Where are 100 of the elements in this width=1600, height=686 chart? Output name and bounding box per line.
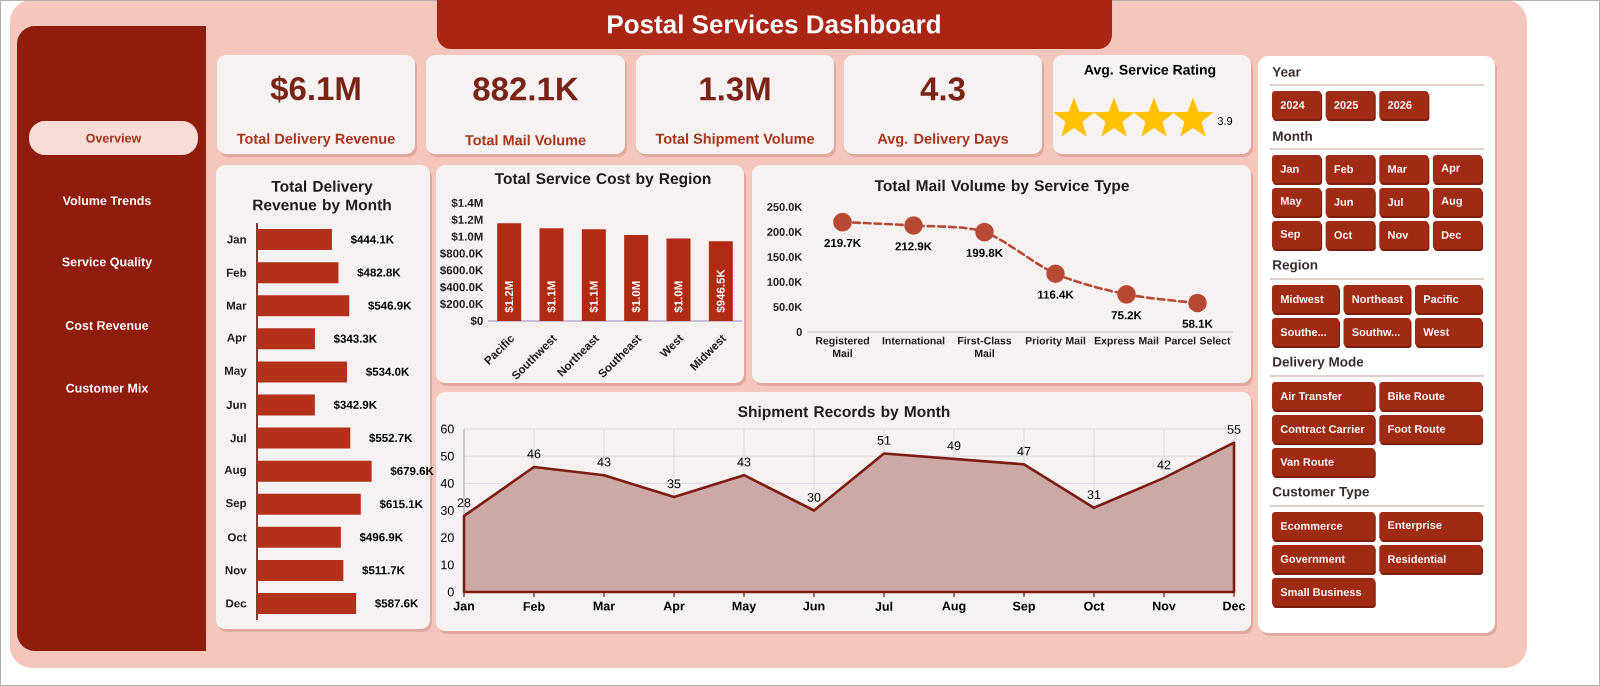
y-tick-label: $0 [470,316,483,326]
point [1188,293,1207,313]
text: Jul [1387,197,1403,207]
data-label: 75.2K [1111,311,1142,320]
data-label: $534.0K [365,367,410,377]
text: Nov [1388,231,1409,239]
text: Aug [1441,197,1462,207]
text: Air Transfer [1280,391,1342,401]
y-tick-label: 100.0K [767,278,803,286]
text: Residential [1388,554,1446,564]
text: Foot Route [1388,425,1446,433]
text: Northeast [1352,294,1403,304]
y-tick-label: 150.0K [767,253,803,261]
text: Avg. Delivery Days [877,133,1009,147]
text: Pacific [1424,294,1459,304]
y-tick-label: 60 [441,424,454,434]
y-tick-label: 0 [447,587,454,597]
text: Sep [1280,230,1301,240]
chart-title: Total Service Cost by Region [494,172,711,188]
data-label: $1.1M [589,281,599,313]
data-label: 43 [737,457,751,467]
data-label: 42 [1157,460,1171,470]
y-tick-label: $800.0K [439,248,484,259]
x-tick-label: Mar [593,601,615,611]
y-tick-label: 30 [440,506,454,515]
data-label: $615.1K [379,499,423,509]
text: Small Business [1280,587,1362,597]
bar [257,493,361,515]
chart-title: Shipment Records by Month [738,405,950,421]
text: Customer Type [1272,486,1370,500]
y-tick-label: $200.0K [439,299,484,309]
text: 882.1K [473,77,579,101]
text: Customer Mix [66,383,149,393]
text: Midwest [1281,294,1324,304]
y-tick-label: $1.0M [451,232,483,242]
bar [497,223,522,321]
y-tick-label: Sep [225,499,247,510]
y-tick-label: Jul [230,433,246,443]
y-tick-label: 40 [440,478,454,488]
x-tick-label: May [732,601,757,613]
text: 2024 [1280,101,1305,109]
text: Volume Trends [62,195,151,206]
data-label: 30 [807,492,821,502]
data-label: $511.7K [362,565,405,576]
bar [257,295,350,317]
x-tick-label: Registered Mail [816,336,869,358]
text: Feb [1334,164,1354,174]
data-label: 49 [947,441,961,451]
text: Region [1273,259,1318,273]
x-tick-label: Dec [1223,601,1246,611]
y-tick-label: Feb [226,268,247,277]
y-tick-label: Oct [227,533,247,542]
y-tick-label: 50.0K [773,303,803,311]
bar [666,238,691,321]
text: Service Quality [62,257,153,269]
x-tick-label: First-Class Mail [958,336,1012,358]
data-label: 212.9K [895,242,932,251]
data-label: $482.8K [357,267,401,278]
text: 3.9 [1217,117,1233,125]
text: Delivery Mode [1273,356,1364,370]
y-tick-label: Jan [226,235,246,244]
data-label: $343.3K [333,334,377,344]
bar [539,228,564,321]
point [904,216,923,235]
text: Mar [1388,165,1407,173]
text: Jan [1280,165,1299,173]
data-label: $587.6K [375,598,419,609]
y-tick-label: 10 [441,560,454,570]
x-tick-label: Express Mail [1094,336,1159,347]
bar [257,592,357,614]
text: Overview [86,133,142,143]
text: Total Mail Volume [465,134,586,146]
data-label: $1.0M [673,281,684,313]
x-tick-label: Jun [803,601,825,611]
y-tick-label: 250.0K [767,203,803,211]
data-label: $1.2M [504,281,514,313]
text: 2025 [1334,101,1359,109]
x-tick-label: Parcel Select [1165,336,1231,345]
data-label: $946.5K [716,269,726,313]
text: Cost Revenue [65,321,149,330]
data-label: 58.1K [1182,319,1213,328]
y-tick-label: Nov [225,566,247,575]
text: Year [1272,67,1301,77]
text: May [1281,197,1302,207]
bar [257,427,351,449]
text: Bike Route [1388,391,1445,401]
data-label: 219.7K [824,238,861,248]
data-label: $679.6K [390,466,434,476]
bar [624,235,649,321]
text: West [1423,328,1450,336]
bar [581,229,606,321]
bar [257,361,348,383]
x-tick-label: Feb [523,601,545,611]
data-label: 35 [667,479,681,489]
chart-title: Total Mail Volume by Service Type [874,179,1129,195]
text: 1.3M [700,77,770,101]
data-label: 31 [1087,490,1101,500]
bar [257,460,372,482]
point [1046,264,1065,284]
point [975,222,994,242]
